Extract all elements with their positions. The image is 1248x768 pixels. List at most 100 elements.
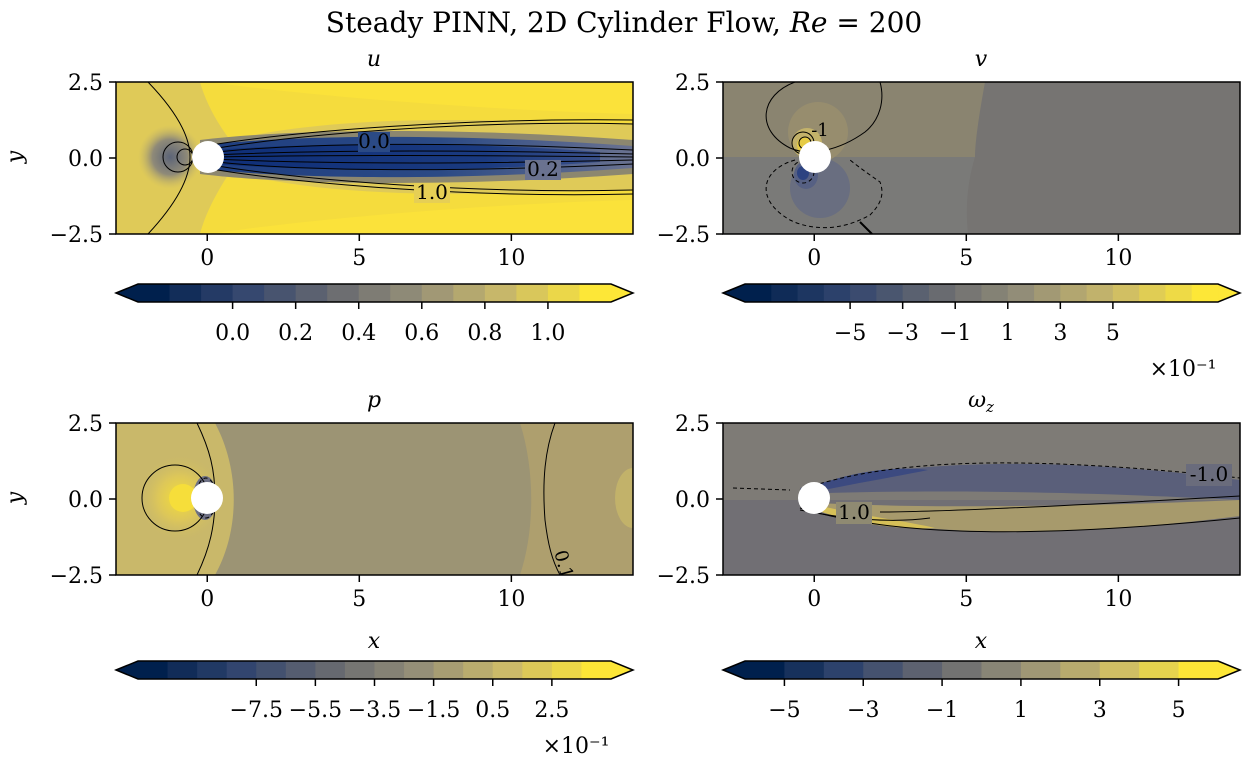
colorbar-tick-label: 5 (1106, 321, 1120, 346)
colorbar-extend-low (116, 284, 138, 302)
colorbar-level (1139, 661, 1180, 679)
colorbar-tick-label: 3 (1093, 698, 1107, 723)
panel-omega-contour-label: -1.0 (1190, 462, 1229, 486)
colorbar-level (256, 661, 287, 679)
colorbar-level (1086, 284, 1114, 302)
y-tick-label: −2.5 (657, 564, 710, 589)
colorbar-level (955, 284, 983, 302)
colorbar-level (981, 284, 1009, 302)
colorbar-tick-label: 0.8 (467, 321, 502, 346)
colorbar-tick-label: 0.0 (215, 321, 250, 346)
panel-v-field: -1 (723, 82, 1240, 234)
x-tick-label: 10 (1104, 587, 1132, 612)
x-tick-label: 0 (807, 246, 821, 271)
y-tick-label: −2.5 (657, 223, 710, 248)
colorbar-level (1099, 661, 1140, 679)
panel-omega-ticks: 0 5 10 −2.5 0.0 2.5 (657, 412, 1133, 612)
colorbar-level (374, 661, 405, 679)
colorbar-outline (114, 283, 635, 303)
panel-p-field: 0.1 (116, 423, 633, 575)
colorbar-level (327, 284, 360, 302)
y-tick-label: 2.5 (675, 71, 710, 96)
colorbar-tick-label: −1 (926, 698, 958, 723)
colorbar-level (315, 661, 346, 679)
colorbar-level (745, 661, 786, 679)
x-tick-label: 0 (200, 246, 214, 271)
x-tick-label: 10 (497, 246, 525, 271)
y-tick-label: 2.5 (68, 412, 103, 437)
colorbar-tick-label: −1.5 (407, 698, 460, 723)
colorbar-level (942, 661, 983, 679)
colorbar-level (823, 661, 864, 679)
colorbar-tick-label: 5 (1172, 698, 1186, 723)
colorbar-level (981, 661, 1022, 679)
colorbar-level (404, 661, 435, 679)
colorbar-tick-label: 0.6 (404, 321, 439, 346)
colorbar-level (1007, 284, 1035, 302)
colorbar-tick-label: −3 (886, 321, 918, 346)
colorbar-level (863, 661, 904, 679)
colorbar-tick-label: 1.0 (530, 321, 565, 346)
colorbar-tick-label: 0.5 (475, 698, 510, 723)
panel-omega-contour-label: 1.0 (838, 500, 870, 524)
colorbar-level (463, 661, 494, 679)
colorbar-level (138, 661, 169, 679)
colorbar-extend-low (723, 661, 745, 679)
colorbar-level (771, 284, 799, 302)
colorbar-extend-high (1218, 661, 1240, 679)
colorbar-outline (721, 283, 1242, 303)
panel-u-contour-label: 0.0 (358, 129, 390, 153)
colorbar-level (421, 284, 454, 302)
panel-u-ylabel: y (3, 150, 28, 164)
colorbar-level (902, 661, 943, 679)
panel-u-contour-label: 1.0 (416, 180, 448, 204)
colorbar-level (169, 284, 202, 302)
colorbar-level (226, 661, 257, 679)
colorbar-level (390, 284, 423, 302)
x-tick-label: 0 (807, 587, 821, 612)
colorbar-level (876, 284, 904, 302)
colorbar-v: −5 −3 −1 1 3 5 (721, 283, 1242, 346)
panel-p-xlabel: x (368, 629, 381, 654)
y-tick-label: 0.0 (675, 147, 710, 172)
colorbar-level (295, 284, 328, 302)
colorbar-tick-label: −5 (768, 698, 800, 723)
colorbar-p: −7.5 −5.5 −3.5 −1.5 0.5 2.5 (114, 660, 635, 723)
colorbar-level (522, 661, 553, 679)
panel-v-title: v (975, 47, 988, 72)
colorbar-tick-label: −1 (939, 321, 971, 346)
panel-p: p 0.1 y x 0 5 10 −2.5 0.0 2.5 (3, 388, 634, 654)
colorbar-level (285, 661, 316, 679)
colorbar-level (433, 661, 464, 679)
colorbar-level (547, 284, 581, 302)
colorbar-v-multiplier: ×10⁻¹ (1150, 357, 1217, 382)
colorbar-tick-label: −7.5 (230, 698, 283, 723)
colorbar-level (1165, 284, 1193, 302)
colorbar-tick-label: 1 (1001, 321, 1015, 346)
colorbar-level (579, 284, 612, 302)
colorbar-tick-label: 1 (1014, 698, 1028, 723)
colorbar-extend-high (611, 661, 633, 679)
colorbar-level (797, 284, 825, 302)
colorbar-level (201, 284, 234, 302)
colorbar-level (902, 284, 930, 302)
colorbar-level (823, 284, 851, 302)
colorbar-extend-low (116, 661, 138, 679)
colorbar-level (197, 661, 228, 679)
colorbar-tick-label: 0.4 (341, 321, 376, 346)
colorbar-extend-high (1218, 284, 1240, 302)
panel-p-title: p (367, 388, 381, 413)
panel-u-title: u (367, 47, 381, 72)
y-tick-label: 0.0 (68, 147, 103, 172)
y-tick-label: −2.5 (50, 223, 103, 248)
colorbar-extend-high (611, 284, 633, 302)
colorbar-level (484, 284, 517, 302)
colorbar-outline (721, 660, 1242, 680)
colorbar-tick-label: 3 (1053, 321, 1067, 346)
colorbar-level (1178, 661, 1219, 679)
panel-v-ticks: 0 5 10 −2.5 0.0 2.5 (657, 71, 1133, 271)
colorbar-extend-low (723, 284, 745, 302)
x-tick-label: 5 (352, 587, 366, 612)
colorbar-level (1060, 661, 1101, 679)
